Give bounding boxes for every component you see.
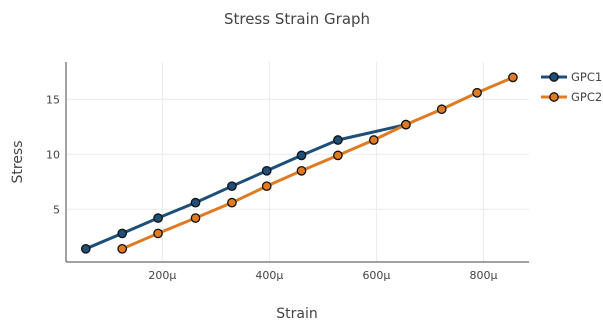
tick-labels: 200μ 400μ 600μ 800μ 5 10 15 xyxy=(46,93,498,282)
data-point xyxy=(227,181,237,192)
data-point xyxy=(472,87,482,98)
data-point xyxy=(117,228,128,239)
data-point xyxy=(261,165,272,176)
legend-swatch-marker xyxy=(549,72,559,82)
data-point xyxy=(153,213,163,223)
data-point xyxy=(190,197,201,208)
data-point xyxy=(401,119,411,130)
data-point xyxy=(227,197,237,208)
legend-item-gpc1[interactable]: GPC1 xyxy=(541,70,602,84)
y-tick-label: 5 xyxy=(53,203,60,216)
data-point xyxy=(153,228,163,239)
series-line xyxy=(120,75,515,251)
data-point xyxy=(508,72,518,83)
x-tick-label: 600μ xyxy=(362,269,390,282)
data-point xyxy=(190,213,201,223)
x-tick-label: 800μ xyxy=(470,269,498,282)
data-point xyxy=(296,150,307,161)
legend-swatch-marker xyxy=(549,92,559,102)
legend-label: GPC1 xyxy=(571,70,602,84)
data-point xyxy=(436,104,447,115)
legend[interactable]: GPC1 GPC2 xyxy=(541,70,602,104)
data-point xyxy=(117,243,128,254)
y-axis-title: Stress xyxy=(10,140,26,183)
y-tick-label: 10 xyxy=(46,148,60,161)
series-gpc2 xyxy=(117,72,518,254)
data-point xyxy=(80,243,91,254)
y-tick-label: 15 xyxy=(46,93,60,106)
x-tick-label: 400μ xyxy=(255,269,283,282)
data-point xyxy=(368,135,379,145)
legend-item-gpc2[interactable]: GPC2 xyxy=(541,90,602,104)
grid xyxy=(66,62,529,262)
data-point xyxy=(296,165,307,176)
axes xyxy=(65,62,529,263)
series xyxy=(80,72,518,254)
legend-label: GPC2 xyxy=(571,90,602,104)
chart-title: Stress Strain Graph xyxy=(224,10,370,28)
data-point xyxy=(333,150,343,161)
data-point xyxy=(261,181,272,192)
series-gpc1 xyxy=(80,119,411,254)
series-line xyxy=(84,123,408,251)
x-axis-title: Strain xyxy=(276,306,317,322)
x-tick-label: 200μ xyxy=(148,269,176,282)
data-point xyxy=(333,135,343,145)
